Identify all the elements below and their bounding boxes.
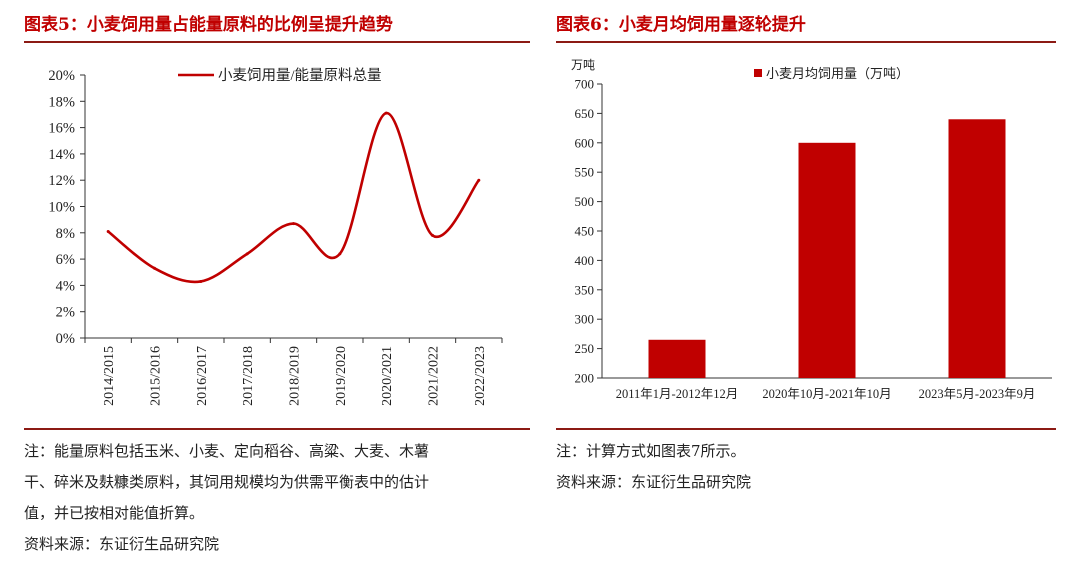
y-tick-label: 4% xyxy=(56,278,75,294)
y-tick-label: 2% xyxy=(56,305,75,321)
x-tick-label: 2011年1月-2012年12月 xyxy=(616,387,738,401)
legend-label: 小麦月均饲用量（万吨） xyxy=(766,66,909,81)
left-figure-title: 图表5：小麦饲用量占能量原料的比例呈提升趋势 xyxy=(24,15,393,35)
data-point xyxy=(153,266,156,270)
legend-label: 小麦饲用量/能量原料总量 xyxy=(218,67,382,84)
right-title-rule xyxy=(556,41,1056,43)
bar-chart: 万吨 200 250 300 350 400 450 500 550 600 650 700 2011年… xyxy=(571,58,1052,401)
data-point xyxy=(477,178,481,182)
data-point xyxy=(106,229,110,233)
y-tick-label: 600 xyxy=(575,135,595,150)
left-title-rule xyxy=(24,41,530,43)
y-tick-label: 10% xyxy=(48,200,75,216)
left-note-line-2: 干、碎米及麸糠类原料，其饲用规模均为供需平衡表中的估计 xyxy=(24,473,430,491)
y-tick-label: 200 xyxy=(575,371,595,386)
right-figure-title: 图表6：小麦月均饲用量逐轮提升 xyxy=(556,15,806,35)
left-note-line-3: 值，并已按相对能值折算。 xyxy=(24,504,205,522)
right-source: 资料来源：东证衍生品研究院 xyxy=(556,473,752,491)
y-tick-label: 14% xyxy=(48,147,75,163)
series-line-wheat-feed-share xyxy=(107,111,480,284)
bar xyxy=(798,142,856,378)
y-axis-unit: 万吨 xyxy=(571,58,595,72)
data-point xyxy=(245,252,249,256)
y-tick-label: 550 xyxy=(575,165,595,180)
y-tick-label: 12% xyxy=(48,173,75,189)
data-point xyxy=(292,222,295,226)
left-figure-panel: 图表5：小麦饲用量占能量原料的比例呈提升趋势 0% 2% 4% 6% 8% 10% 12% 1… xyxy=(24,0,530,571)
left-note: 注：能量原料包括玉米、小麦、定向稻谷、高粱、大麦、木薯 干、碎米及麸糠类原料，其… xyxy=(24,436,530,560)
data-point xyxy=(338,252,342,256)
left-note-line-1: 注：能量原料包括玉米、小麦、定向稻谷、高粱、大麦、木薯 xyxy=(24,442,430,460)
right-note: 注：计算方式如图表7所示。 资料来源：东证衍生品研究院 xyxy=(556,436,1056,498)
data-point xyxy=(199,279,203,283)
y-tick-label: 500 xyxy=(575,194,595,209)
y-tick-label: 400 xyxy=(575,253,595,268)
bar xyxy=(948,119,1006,378)
x-tick-label: 2022/2023 xyxy=(473,346,488,406)
y-tick-label: 700 xyxy=(575,77,595,92)
y-tick-label: 6% xyxy=(56,252,75,268)
x-tick-label: 2020/2021 xyxy=(380,346,395,406)
left-bottom-rule xyxy=(24,428,530,430)
y-tick-label: 16% xyxy=(48,121,75,137)
right-figure-panel: 图表6：小麦月均饲用量逐轮提升 万吨 200 250 300 350 400 450 500 5… xyxy=(556,0,1056,571)
data-point xyxy=(431,233,434,237)
x-tick-label: 2014/2015 xyxy=(102,346,117,406)
legend-swatch xyxy=(754,69,762,77)
x-tick-label: 2023年5月-2023年9月 xyxy=(919,387,1036,401)
line-chart: 0% 2% 4% 6% 8% 10% 12% 14% 16% 18% 20% 2014/2015 201… xyxy=(48,67,503,406)
y-tick-label: 18% xyxy=(48,94,75,110)
y-tick-label: 650 xyxy=(575,106,595,121)
bar xyxy=(648,339,706,378)
x-tick-label: 2017/2018 xyxy=(241,346,256,406)
x-tick-label: 2019/2020 xyxy=(334,346,349,406)
y-tick-label: 350 xyxy=(575,282,595,297)
right-note-line: 注：计算方式如图表7所示。 xyxy=(556,442,746,460)
x-tick-label: 2021/2022 xyxy=(427,346,442,406)
right-bottom-rule xyxy=(556,428,1056,430)
x-tick-label: 2018/2019 xyxy=(288,346,303,406)
left-source: 资料来源：东证衍生品研究院 xyxy=(24,535,220,553)
x-tick-label: 2020年10月-2021年10月 xyxy=(762,387,891,401)
data-point xyxy=(384,111,388,115)
x-tick-label: 2015/2016 xyxy=(149,346,164,406)
x-tick-label: 2016/2017 xyxy=(195,346,210,406)
y-tick-label: 8% xyxy=(56,226,75,242)
y-tick-label: 0% xyxy=(56,331,75,347)
y-tick-label: 300 xyxy=(575,312,595,327)
y-tick-label: 250 xyxy=(575,341,595,356)
y-tick-label: 450 xyxy=(575,224,595,239)
y-tick-label: 20% xyxy=(48,68,75,84)
